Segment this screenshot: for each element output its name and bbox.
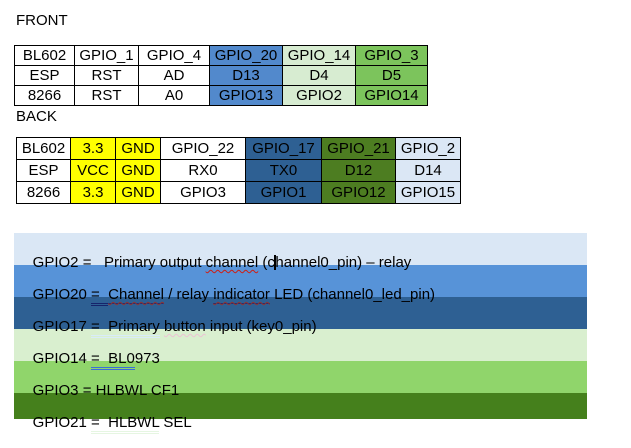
legend-text: hannel0_pin) – relay xyxy=(275,254,412,271)
legend-text: GPIO17 xyxy=(32,318,92,335)
legend-text: LED (channel0_led_pin) xyxy=(269,286,436,303)
back-table-cell[interactable]: D12 xyxy=(321,159,396,182)
back-table-cell[interactable]: GPIO3 xyxy=(160,181,246,204)
back-table-cell[interactable]: BL602 xyxy=(16,137,71,160)
legend-text: 973 xyxy=(134,350,160,367)
front-section-label[interactable]: FRONT xyxy=(16,12,68,29)
back-table-cell[interactable]: GPIO_2 xyxy=(395,137,461,160)
back-table-cell[interactable]: RX0 xyxy=(160,159,246,182)
front-table-cell[interactable]: ESP xyxy=(14,65,75,86)
back-table-cell[interactable]: GPIO_17 xyxy=(245,137,322,160)
front-table-cell[interactable]: RST xyxy=(74,65,139,86)
legend-row-gpio3[interactable]: GPIO3 = HLBWL CF1 xyxy=(14,361,587,399)
back-table-cell[interactable]: TX0 xyxy=(245,159,322,182)
legend-text: GPIO14 xyxy=(32,350,92,367)
legend-text: GPIO21 xyxy=(32,414,92,431)
legend-text-grammar-mark: = BL0 xyxy=(91,350,135,370)
front-table-cell[interactable]: GPIO_14 xyxy=(282,45,356,66)
back-table-cell[interactable]: GND xyxy=(115,137,161,160)
front-table-cell[interactable]: D4 xyxy=(282,65,356,86)
front-table-cell[interactable]: GPIO2 xyxy=(282,85,356,106)
back-table-cell[interactable]: ESP xyxy=(16,159,71,182)
legend-row-gpio2[interactable]: GPIO2 = Primary output channel (channel0… xyxy=(14,233,587,271)
legend-text: / relay xyxy=(164,286,214,303)
legend-text: SEL xyxy=(159,414,192,431)
front-table-cell[interactable]: D13 xyxy=(209,65,283,86)
back-table-cell[interactable]: D14 xyxy=(395,159,461,182)
legend-text: input (key0_pin) xyxy=(205,318,317,335)
legend-row-gpio14[interactable]: GPIO14 = BL0973 xyxy=(14,329,587,370)
legend-text-grammar-mark: = xyxy=(91,286,109,306)
table-row: BL602 GPIO_1 GPIO_4 GPIO_20 GPIO_14 GPIO… xyxy=(14,45,428,66)
legend-row-gpio17[interactable]: GPIO17 = Primary button input (key0_pin) xyxy=(14,297,587,338)
back-table-cell[interactable]: GPIO12 xyxy=(321,181,396,204)
back-table-cell[interactable]: VCC xyxy=(70,159,116,182)
legend-text-misspelled: channel xyxy=(205,254,259,271)
back-table-cell[interactable]: 8266 xyxy=(16,181,71,204)
front-table-cell[interactable]: GPIO_3 xyxy=(355,45,428,66)
legend-text: GPIO3 = HLBWL CF1 xyxy=(32,382,180,399)
table-row: ESP RST AD D13 D4 D5 xyxy=(14,65,428,86)
front-table-cell[interactable]: GPIO_1 xyxy=(74,45,139,66)
legend-row-gpio20[interactable]: GPIO20 = Channel / relay indicator LED (… xyxy=(14,265,587,306)
table-row: 8266 3.3 GND GPIO3 GPIO1 GPIO12 GPIO15 xyxy=(16,181,461,204)
back-section-label[interactable]: BACK xyxy=(16,108,57,125)
front-table-cell[interactable]: BL602 xyxy=(14,45,75,66)
front-table-cell[interactable]: RST xyxy=(74,85,139,106)
text-cursor-caret xyxy=(274,255,276,270)
back-table-cell[interactable]: GND xyxy=(115,159,161,182)
front-pin-table: BL602 GPIO_1 GPIO_4 GPIO_20 GPIO_14 GPIO… xyxy=(14,45,428,106)
back-table-cell[interactable]: GPIO1 xyxy=(245,181,322,204)
table-row: 8266 RST A0 GPIO13 GPIO2 GPIO14 xyxy=(14,85,428,106)
front-table-cell[interactable]: A0 xyxy=(138,85,210,106)
legend-text: (c xyxy=(258,254,275,271)
back-table-cell[interactable]: GPIO_22 xyxy=(160,137,246,160)
back-table-cell[interactable]: GPIO15 xyxy=(395,181,461,204)
back-table-cell[interactable]: GND xyxy=(115,181,161,204)
pin-function-legend: GPIO2 = Primary output channel (channel0… xyxy=(14,233,587,434)
legend-text-grammar-mark: = Primary xyxy=(91,318,160,338)
legend-text-misspelled: Channel xyxy=(108,286,165,304)
legend-text-misspelled: button xyxy=(163,318,206,335)
legend-text: GPIO2 = Primary output xyxy=(32,254,206,271)
legend-row-gpio21[interactable]: GPIO21 = HLBWL SEL xyxy=(14,393,587,434)
back-table-cell[interactable]: 3.3 xyxy=(70,181,116,204)
back-pin-table: BL602 3.3 GND GPIO_22 GPIO_17 GPIO_21 GP… xyxy=(16,137,461,204)
front-table-cell[interactable]: GPIO_4 xyxy=(138,45,210,66)
front-table-cell[interactable]: GPIO14 xyxy=(355,85,428,106)
table-row: ESP VCC GND RX0 TX0 D12 D14 xyxy=(16,159,461,182)
table-row: BL602 3.3 GND GPIO_22 GPIO_17 GPIO_21 GP… xyxy=(16,137,461,160)
legend-text-grammar-mark: = HLBWL xyxy=(91,414,160,434)
legend-text: GPIO20 xyxy=(32,286,92,303)
legend-text-misspelled: indicator xyxy=(213,286,270,304)
front-table-cell[interactable]: 8266 xyxy=(14,85,75,106)
front-table-cell[interactable]: AD xyxy=(138,65,210,86)
front-table-cell[interactable]: GPIO13 xyxy=(209,85,283,106)
front-table-cell[interactable]: D5 xyxy=(355,65,428,86)
back-table-cell[interactable]: GPIO_21 xyxy=(321,137,396,160)
back-table-cell[interactable]: 3.3 xyxy=(70,137,116,160)
front-table-cell[interactable]: GPIO_20 xyxy=(209,45,283,66)
